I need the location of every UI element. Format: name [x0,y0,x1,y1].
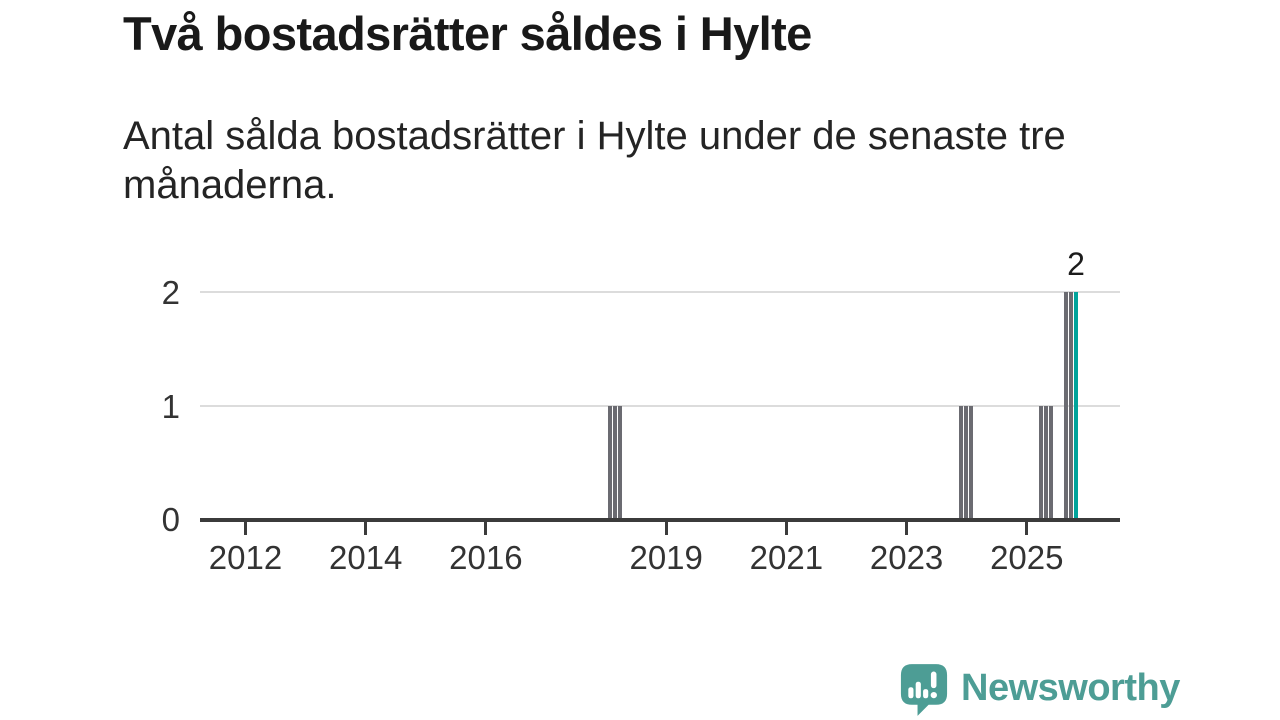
bar [1048,405,1054,519]
x-tick-label: 2025 [990,539,1064,576]
newsworthy-logo-text: Newsworthy [961,667,1180,709]
chart-subtitle: Antal sålda bostadsrätter i Hylte under … [123,114,1066,207]
x-tick-label: 2014 [328,539,403,576]
newsworthy-speech-bubble-chart-icon [900,663,948,720]
bar [958,405,963,519]
x-tick-label: 2012 [208,539,283,576]
bar-highlighted [1073,292,1079,519]
y-tick-label: 1 [161,387,180,425]
x-tick-mark [244,522,247,535]
bar-value-label: 2 [1067,246,1085,282]
bar [608,405,613,519]
bar [618,405,623,519]
x-tick-mark [1025,522,1029,535]
bar [1068,292,1074,519]
x-tick-mark [664,522,668,535]
x-tick-label: 2016 [449,539,523,576]
grid-line [200,404,1120,407]
x-tick-label: 2023 [869,539,944,576]
chart-title: Två bostadsrätter såldes i Hylte [123,7,812,60]
bar [968,405,973,519]
x-tick-mark [364,522,368,535]
x-tick-label: 2019 [629,539,703,576]
bar [963,405,968,519]
x-axis-line [200,518,1120,522]
y-tick-label: 0 [161,501,180,538]
grid-line [200,291,1120,294]
newsworthy-logo: Newsworthy [900,663,1180,720]
x-tick-mark [905,522,909,535]
x-tick-mark [484,522,488,535]
x-tick-mark [784,522,788,535]
bar [1038,405,1043,519]
x-tick-label: 2021 [749,539,824,576]
y-tick-label: 2 [161,274,180,312]
bar [1043,405,1048,519]
bar [613,405,618,519]
bar [1063,292,1069,519]
